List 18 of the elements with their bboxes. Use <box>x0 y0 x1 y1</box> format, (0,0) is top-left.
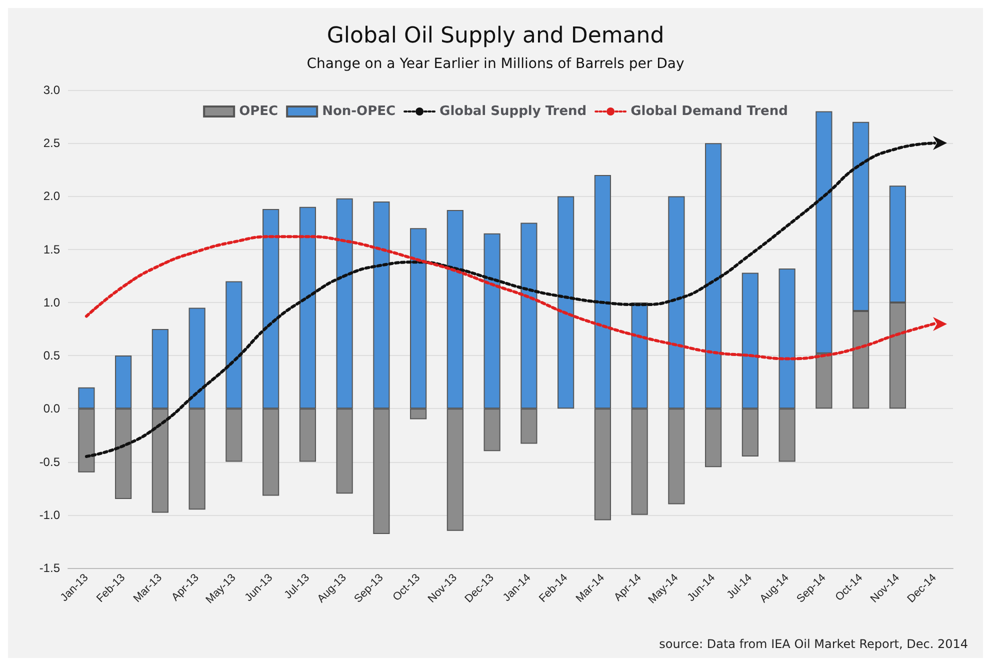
y-tick-label: -1.5 <box>39 561 60 575</box>
y-tick-label: 1.5 <box>43 242 60 256</box>
y-tick-label: 2.0 <box>43 189 60 204</box>
chart-title: Global Oil Supply and Demand <box>326 24 664 48</box>
y-tick-label: 2.5 <box>43 136 60 150</box>
y-tick-label: 0.0 <box>43 402 60 416</box>
legend-label: Global Demand Trend <box>630 104 788 119</box>
legend-label: Global Supply Trend <box>440 104 587 119</box>
y-tick-label: -0.5 <box>39 454 60 469</box>
y-tick-label: 0.5 <box>43 348 60 363</box>
legend-label: Non-OPEC <box>322 104 396 119</box>
bar <box>558 196 574 409</box>
source-note: source: Data from IEA Oil Market Report, Dec. 2014 <box>659 637 968 651</box>
y-tick-label: 3.0 <box>43 83 60 97</box>
y-tick-label: 1.0 <box>43 295 60 310</box>
chart-subtitle: Change on a Year Earlier in Millions of Barrels per Day <box>306 56 684 72</box>
y-tick-label: -1.0 <box>39 508 60 522</box>
legend-label: OPEC <box>239 104 278 119</box>
